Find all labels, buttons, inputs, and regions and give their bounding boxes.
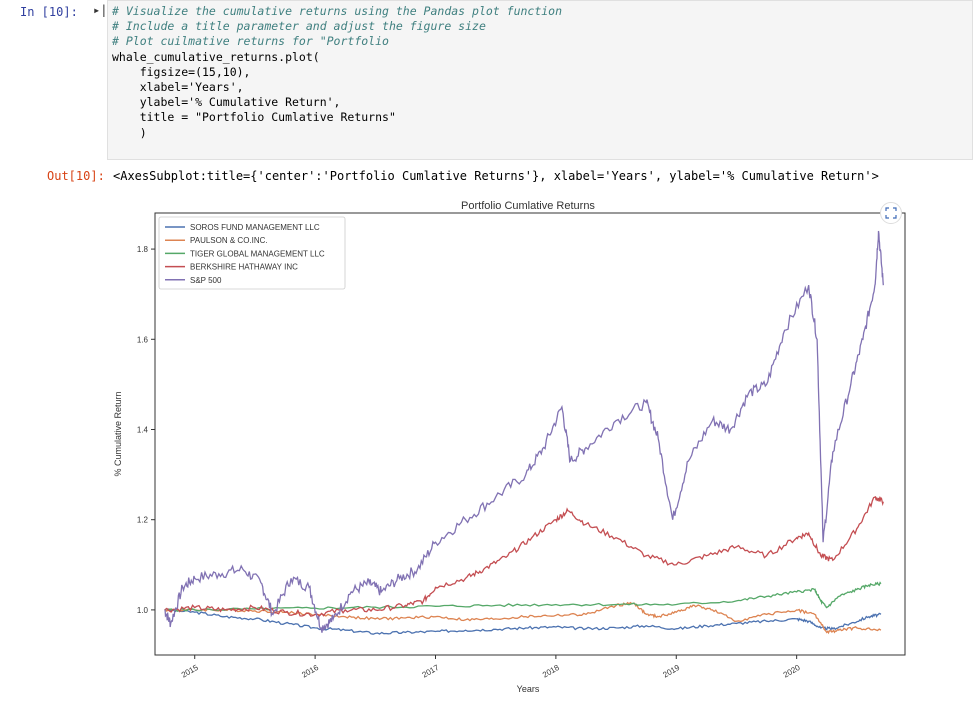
code-line-3: # Plot cuilmative returns for "Portfolio xyxy=(112,34,389,49)
x-tick-label: 2015 xyxy=(180,663,200,680)
y-axis-ticks: 1.0 1.2 1.4 1.6 1.8 xyxy=(137,245,155,615)
x-axis-ticks: 2015 2016 2017 2018 2019 2020 xyxy=(180,655,802,680)
legend: SOROS FUND MANAGEMENT LLC PAULSON & CO.IN… xyxy=(158,216,346,290)
series-line-3 xyxy=(164,495,884,617)
legend-entry: BERKSHIRE HATHAWAY INC xyxy=(190,263,298,272)
code-line-7: ylabel='% Cumulative Return', xyxy=(112,95,341,110)
y-tick-label: 1.2 xyxy=(137,516,149,525)
series-line-2 xyxy=(164,581,882,612)
code-line-8: title = "Portfolio Cumlative Returns" xyxy=(112,110,396,125)
legend-entry: SOROS FUND MANAGEMENT LLC xyxy=(190,223,320,232)
run-marker-icon[interactable]: ▸| xyxy=(93,3,108,17)
expand-icon[interactable] xyxy=(880,202,902,224)
chart-title: Portfolio Cumlative Returns xyxy=(461,200,595,212)
code-line-4: whale_cumulative_returns.plot( xyxy=(112,49,320,64)
y-tick-label: 1.8 xyxy=(137,245,149,254)
y-tick-label: 1.6 xyxy=(137,335,149,344)
series-line-4 xyxy=(164,230,884,633)
y-tick-label: 1.0 xyxy=(137,606,149,615)
code-editor[interactable]: # Visualize the cumulative returns using… xyxy=(112,4,562,141)
x-tick-label: 2016 xyxy=(300,663,320,680)
series-lines xyxy=(164,230,884,635)
x-tick-label: 2018 xyxy=(541,663,561,680)
legend-entry: S&P 500 xyxy=(190,276,222,285)
x-tick-label: 2019 xyxy=(661,663,681,680)
code-line-2: # Include a title parameter and adjust t… xyxy=(112,19,486,34)
legend-entry: TIGER GLOBAL MANAGEMENT LLC xyxy=(190,249,325,258)
code-line-9: ) xyxy=(112,125,147,140)
code-line-5: figsize=(15,10), xyxy=(112,64,251,79)
line-chart: Portfolio Cumlative Returns 1.0 1.2 1.4 1.6… xyxy=(113,200,906,694)
code-cell-input[interactable]: # Visualize the cumulative returns using… xyxy=(107,0,973,160)
x-axis-label: Years xyxy=(517,684,540,694)
out-prompt: Out[10]: xyxy=(47,169,105,183)
y-axis-label: % Cumulative Return xyxy=(113,391,123,476)
in-prompt: In [10]: xyxy=(20,5,78,19)
legend-entry: PAULSON & CO.INC. xyxy=(190,236,268,245)
expand-icon-glyph xyxy=(885,207,897,219)
series-line-0 xyxy=(164,608,882,635)
y-tick-label: 1.4 xyxy=(137,425,149,434)
code-line-6: xlabel='Years', xyxy=(112,80,244,95)
x-tick-label: 2017 xyxy=(421,663,441,680)
series-line-1 xyxy=(164,601,882,635)
output-text: <AxesSubplot:title={'center':'Portfolio … xyxy=(113,169,879,183)
legend-box xyxy=(158,216,346,290)
code-line-1: # Visualize the cumulative returns using… xyxy=(112,4,563,18)
x-tick-label: 2020 xyxy=(782,663,802,680)
